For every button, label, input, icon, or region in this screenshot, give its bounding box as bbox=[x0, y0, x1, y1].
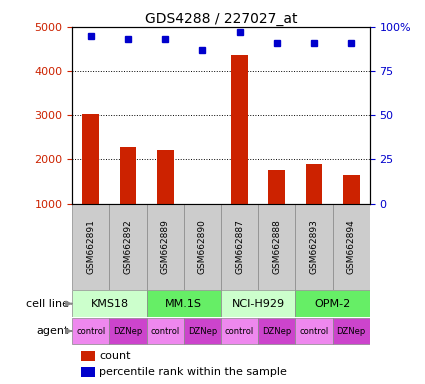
Text: percentile rank within the sample: percentile rank within the sample bbox=[99, 367, 287, 377]
Text: DZNep: DZNep bbox=[113, 327, 143, 336]
Text: KMS18: KMS18 bbox=[91, 299, 128, 309]
Text: count: count bbox=[99, 351, 130, 361]
Text: GSM662888: GSM662888 bbox=[272, 219, 281, 274]
Bar bbox=[184, 318, 221, 344]
Text: DZNep: DZNep bbox=[262, 327, 292, 336]
Bar bbox=[72, 318, 109, 344]
Bar bbox=[147, 318, 184, 344]
Bar bbox=[332, 318, 370, 344]
Text: GSM662894: GSM662894 bbox=[347, 219, 356, 274]
Bar bbox=[72, 204, 109, 290]
Bar bbox=[221, 204, 258, 290]
Bar bbox=[81, 351, 94, 361]
Bar bbox=[269, 170, 285, 204]
Bar bbox=[147, 204, 184, 290]
Bar bbox=[82, 114, 99, 204]
Text: MM.1S: MM.1S bbox=[165, 299, 202, 309]
Text: cell line: cell line bbox=[26, 299, 68, 309]
Text: GSM662893: GSM662893 bbox=[309, 219, 318, 274]
Bar bbox=[343, 175, 360, 204]
Bar bbox=[72, 290, 147, 317]
Bar bbox=[306, 164, 322, 204]
Bar bbox=[231, 55, 248, 204]
Bar bbox=[221, 290, 295, 317]
Bar bbox=[258, 204, 295, 290]
Bar bbox=[109, 318, 147, 344]
Bar bbox=[295, 318, 332, 344]
Text: control: control bbox=[225, 327, 254, 336]
Bar bbox=[221, 318, 258, 344]
Bar bbox=[184, 204, 221, 290]
Text: control: control bbox=[299, 327, 329, 336]
Text: GSM662892: GSM662892 bbox=[124, 219, 133, 274]
Bar bbox=[81, 367, 94, 377]
Bar bbox=[258, 318, 295, 344]
Title: GDS4288 / 227027_at: GDS4288 / 227027_at bbox=[145, 12, 297, 26]
Text: control: control bbox=[76, 327, 105, 336]
Bar bbox=[109, 204, 147, 290]
Bar bbox=[157, 150, 173, 204]
Text: NCI-H929: NCI-H929 bbox=[232, 299, 285, 309]
Text: OPM-2: OPM-2 bbox=[314, 299, 351, 309]
Text: DZNep: DZNep bbox=[337, 327, 366, 336]
Bar bbox=[120, 147, 136, 204]
Text: agent: agent bbox=[36, 326, 68, 336]
Bar bbox=[332, 204, 370, 290]
Text: GSM662889: GSM662889 bbox=[161, 219, 170, 274]
Text: control: control bbox=[150, 327, 180, 336]
Text: GSM662891: GSM662891 bbox=[86, 219, 95, 274]
Text: DZNep: DZNep bbox=[188, 327, 217, 336]
Text: GSM662890: GSM662890 bbox=[198, 219, 207, 274]
Text: GSM662887: GSM662887 bbox=[235, 219, 244, 274]
Bar bbox=[295, 290, 370, 317]
Bar bbox=[295, 204, 332, 290]
Bar bbox=[147, 290, 221, 317]
